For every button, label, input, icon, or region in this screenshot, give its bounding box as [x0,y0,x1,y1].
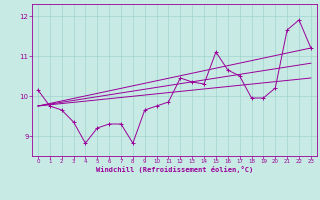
X-axis label: Windchill (Refroidissement éolien,°C): Windchill (Refroidissement éolien,°C) [96,166,253,173]
